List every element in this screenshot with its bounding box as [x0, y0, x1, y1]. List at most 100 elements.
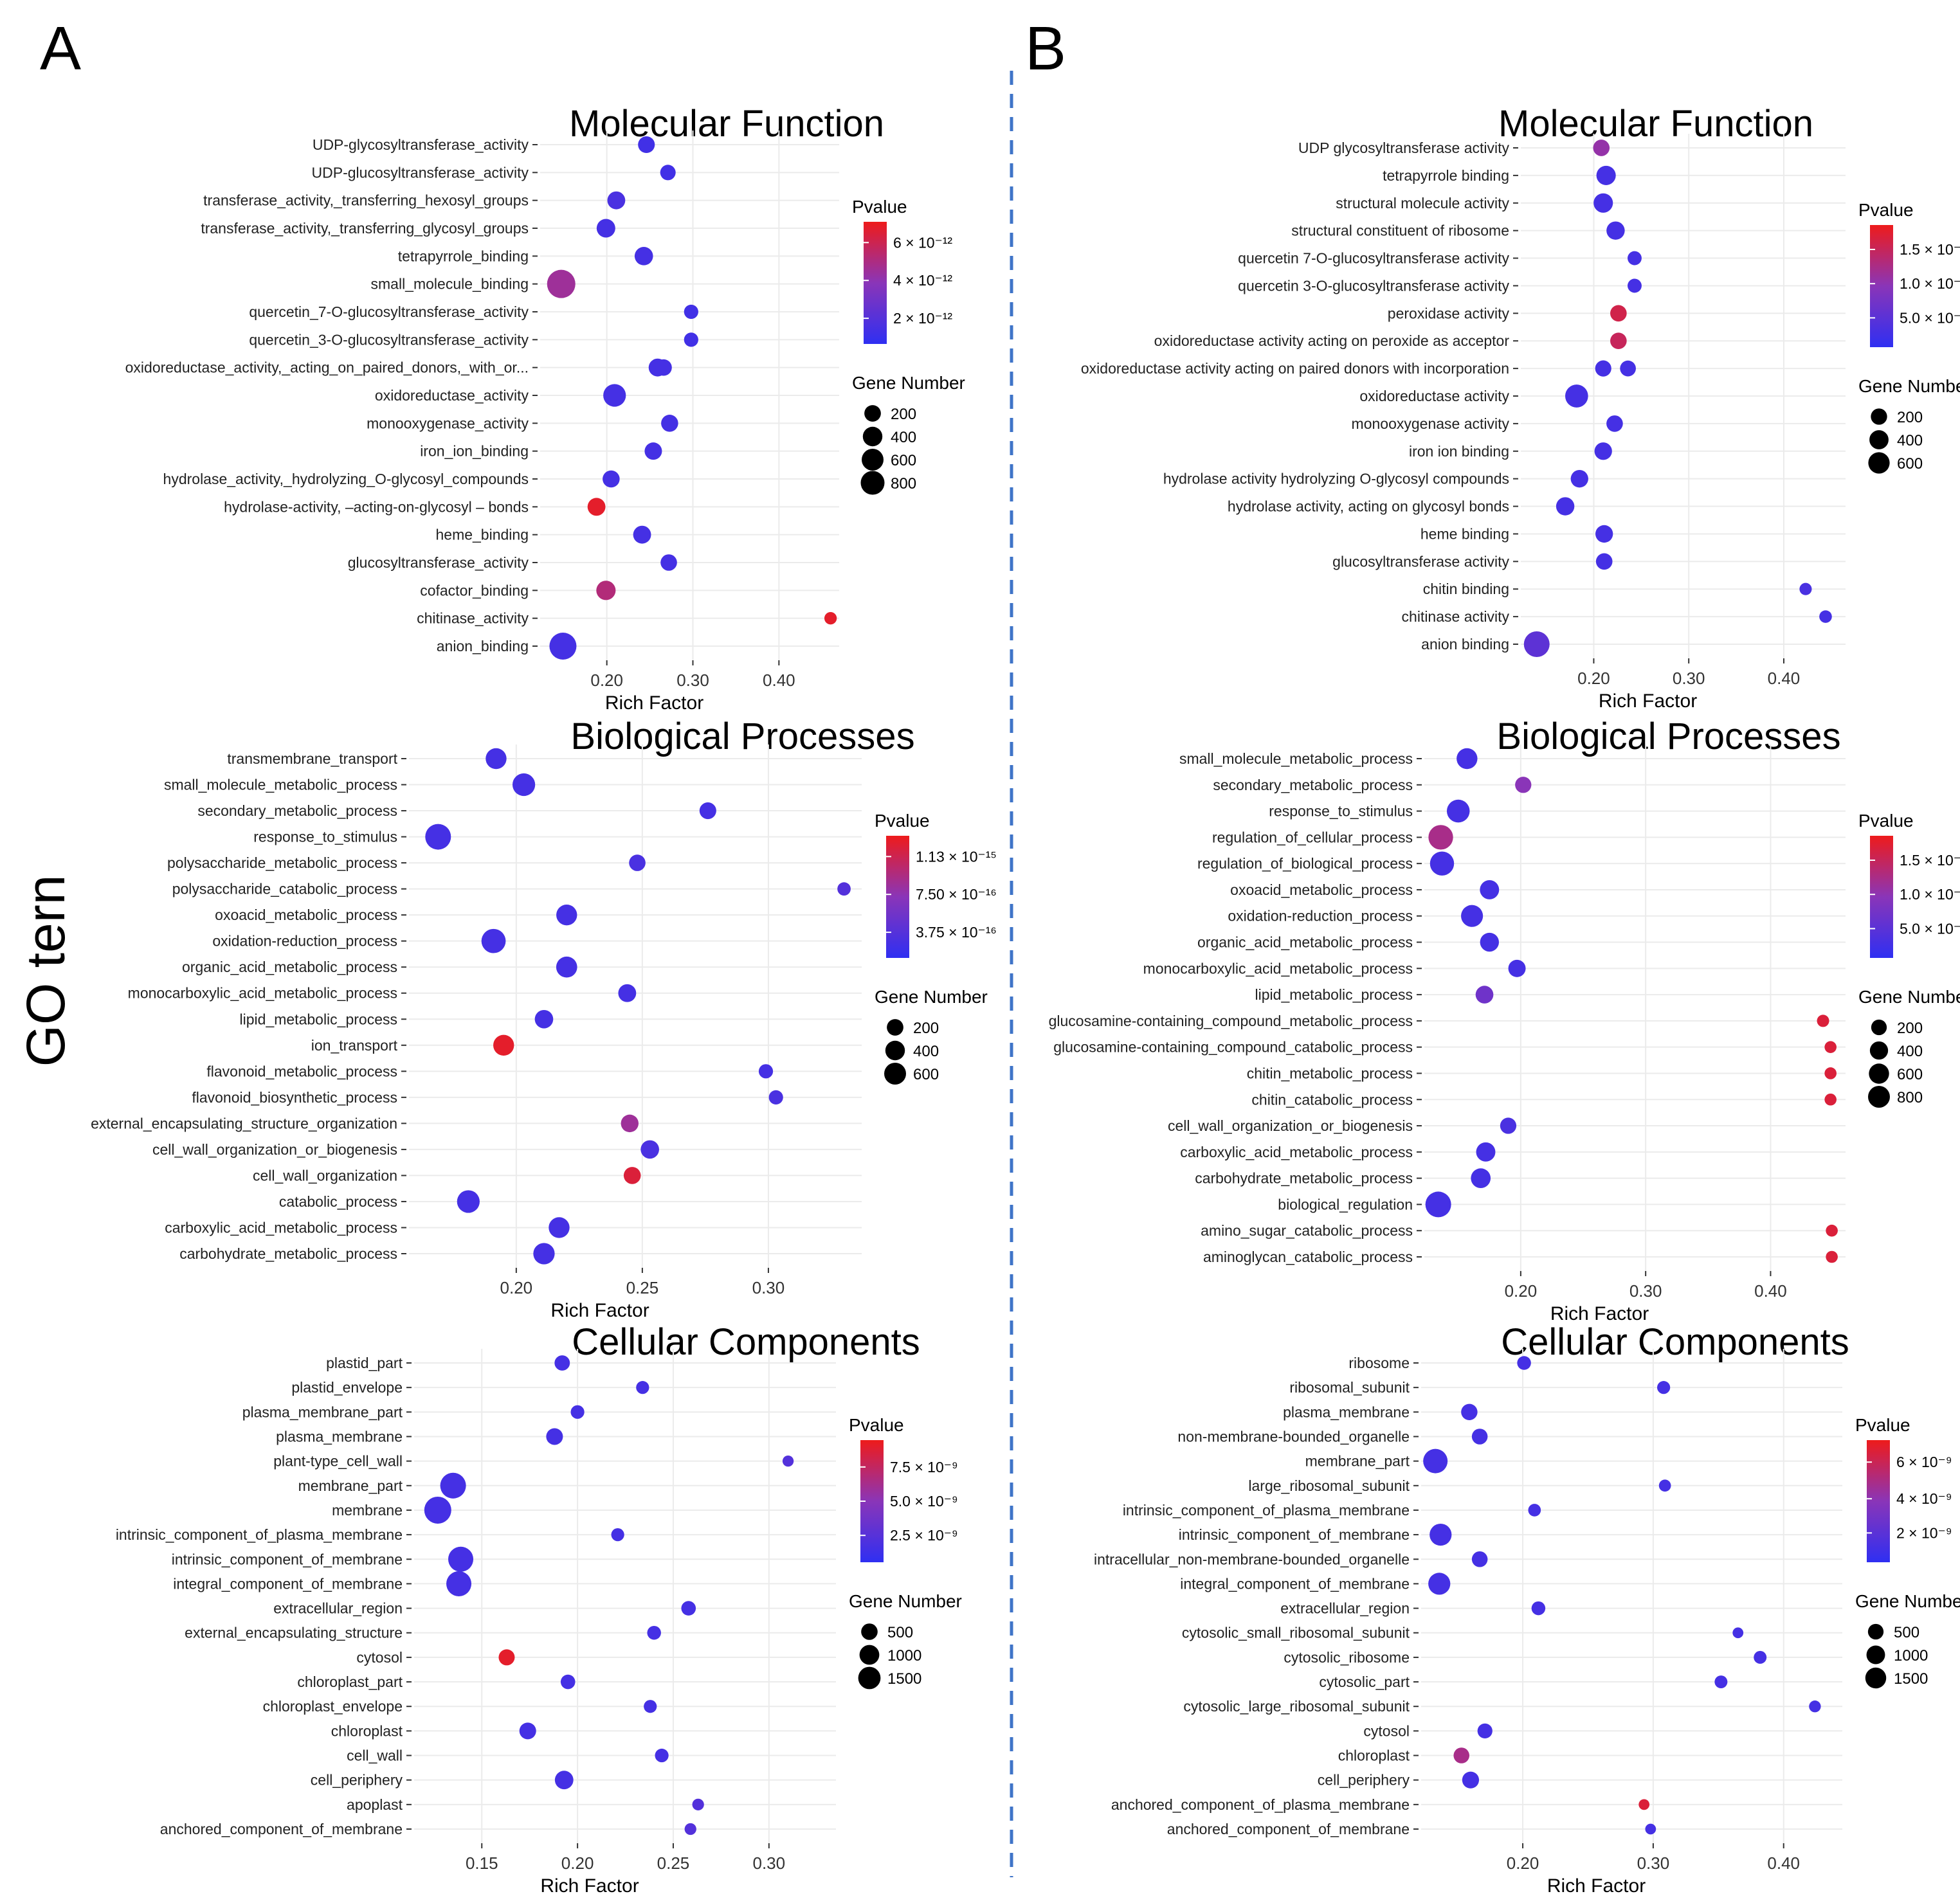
- data-point: [512, 773, 536, 797]
- category-label: carbohydrate_metabolic_process: [179, 1245, 397, 1262]
- category-label: anion binding: [1421, 636, 1509, 653]
- chart-title: Molecular Function: [1498, 103, 1813, 145]
- data-point: [634, 247, 653, 266]
- chart-title: Biological Processes: [1496, 716, 1840, 757]
- data-point: [425, 824, 451, 850]
- category-label: secondary_metabolic_process: [197, 802, 397, 819]
- size-legend-dot: [884, 1063, 906, 1085]
- pvalue-colorbar: [864, 222, 887, 344]
- category-label: cytosolic_large_ribosomal_subunit: [1183, 1698, 1410, 1715]
- x-tick-label: 0.20: [561, 1853, 594, 1873]
- x-tick-label: 0.20: [500, 1278, 533, 1297]
- panel-a-label: A: [40, 14, 81, 83]
- category-label: polysaccharide_metabolic_process: [167, 854, 397, 871]
- size-legend-label: 600: [1897, 1066, 1923, 1083]
- size-legend-label: 200: [1897, 409, 1923, 426]
- x-axis-label: Rich Factor: [605, 692, 703, 714]
- colorbar-label: 2.5 × 10⁻⁹: [890, 1527, 958, 1544]
- data-point: [547, 269, 576, 298]
- category-label: cell_wall_organization: [253, 1167, 397, 1184]
- data-point: [1826, 1224, 1838, 1237]
- category-label: regulation_of_cellular_process: [1212, 829, 1413, 845]
- data-point: [1570, 470, 1588, 488]
- data-point: [660, 554, 677, 571]
- size-legend-dot: [885, 1040, 905, 1061]
- category-label: cofactor_binding: [420, 582, 529, 599]
- data-point: [1824, 1067, 1837, 1079]
- category-label: UDP-glucosyltransferase_activity: [312, 164, 529, 181]
- category-label: oxidoreductase_activity: [375, 387, 529, 404]
- data-point: [1428, 1573, 1451, 1595]
- category-label: anion_binding: [437, 638, 529, 654]
- category-label: oxidation-reduction_process: [212, 933, 397, 950]
- category-label: quercetin_3-O-glucosyltransferase_activi…: [249, 331, 529, 348]
- chart-b-mf: Molecular Function 0.20 0.30 0.40 UDP glycos…: [1081, 103, 1960, 712]
- category-label: ribosome: [1348, 1355, 1410, 1371]
- size-legend-dot: [1869, 1041, 1889, 1060]
- category-label: hydrolase activity, acting on glycosyl b…: [1228, 498, 1509, 515]
- category-label: biological_regulation: [1278, 1196, 1413, 1213]
- category-label: chitinase_activity: [417, 610, 529, 627]
- data-point: [424, 1496, 451, 1524]
- size-legend-label: 600: [913, 1066, 939, 1083]
- chart-b-cc: Cellular Components 0.20 0.30 0.40 ribosome r…: [1094, 1321, 1960, 1894]
- x-tick-label: 0.30: [1629, 1281, 1662, 1301]
- category-label: monooxygenase activity: [1352, 415, 1510, 432]
- data-point: [1593, 140, 1610, 156]
- x-axis-label: Rich Factor: [540, 1875, 639, 1894]
- colorbar-label: 1.5 × 10⁻⁹: [1900, 241, 1960, 258]
- category-label: heme_binding: [435, 527, 529, 543]
- data-point: [768, 1090, 783, 1105]
- colorbar-label: 1.0 × 10⁻¹²: [1900, 886, 1960, 903]
- data-point: [498, 1649, 515, 1666]
- colorbar-label: 6 × 10⁻¹²: [893, 234, 952, 251]
- x-tick-label: 0.40: [1754, 1281, 1787, 1301]
- data-point: [1517, 1356, 1531, 1370]
- category-label: non-membrane-bounded_organelle: [1177, 1428, 1410, 1445]
- category-label: chitinase activity: [1402, 608, 1510, 625]
- size-legend-label: 800: [891, 475, 916, 492]
- category-label: quercetin_7-O-glucosyltransferase_activi…: [249, 303, 529, 320]
- data-point: [1461, 1403, 1478, 1421]
- size-legend-label: 400: [1897, 1043, 1923, 1060]
- data-point: [623, 1167, 641, 1184]
- data-point: [440, 1472, 466, 1499]
- data-point: [1423, 1448, 1448, 1474]
- x-axis-label: Rich Factor: [1547, 1875, 1646, 1894]
- data-point: [1645, 1823, 1656, 1835]
- pvalue-legend-title: Pvalue: [849, 1415, 904, 1435]
- category-label: chitin_metabolic_process: [1247, 1065, 1413, 1081]
- category-label: response_to_stimulus: [253, 829, 397, 845]
- category-label: chitin binding: [1423, 581, 1509, 597]
- category-label: iron_ion_binding: [420, 443, 529, 460]
- category-label: small_molecule_binding: [371, 276, 529, 293]
- size-legend-dot: [1868, 1086, 1890, 1108]
- category-label: aminoglycan_catabolic_process: [1203, 1249, 1413, 1265]
- data-point: [1754, 1650, 1767, 1664]
- data-point: [837, 882, 851, 896]
- category-label: glucosyltransferase_activity: [348, 554, 529, 571]
- size-legend-label: 200: [913, 1020, 939, 1037]
- category-label: small_molecule_metabolic_process: [164, 777, 397, 793]
- category-label: structural molecule activity: [1336, 195, 1509, 212]
- data-point: [1826, 1250, 1838, 1263]
- x-tick-label: 0.30: [1673, 669, 1705, 688]
- gene-number-legend-title: Gene Number: [1858, 376, 1960, 396]
- data-point: [1638, 1799, 1650, 1810]
- category-label: regulation_of_biological_process: [1197, 855, 1413, 872]
- category-label: UDP glycosyltransferase activity: [1298, 140, 1510, 156]
- category-label: plasma_membrane: [1283, 1403, 1410, 1420]
- data-point: [1824, 1093, 1837, 1106]
- category-label: oxidoreductase activity acting on peroxi…: [1154, 332, 1510, 349]
- category-label: cell_wall_organization_or_biogenesis: [1168, 1117, 1413, 1134]
- data-point: [596, 219, 615, 238]
- data-point: [1628, 251, 1642, 266]
- data-point: [629, 854, 646, 871]
- data-point: [1714, 1675, 1728, 1689]
- data-point: [1819, 610, 1832, 623]
- category-label: tetrapyrrole_binding: [398, 248, 529, 264]
- pvalue-legend-title: Pvalue: [852, 197, 907, 217]
- size-legend-dot: [887, 1019, 903, 1036]
- category-label: chitin_catabolic_process: [1251, 1091, 1413, 1108]
- data-point: [1508, 959, 1526, 977]
